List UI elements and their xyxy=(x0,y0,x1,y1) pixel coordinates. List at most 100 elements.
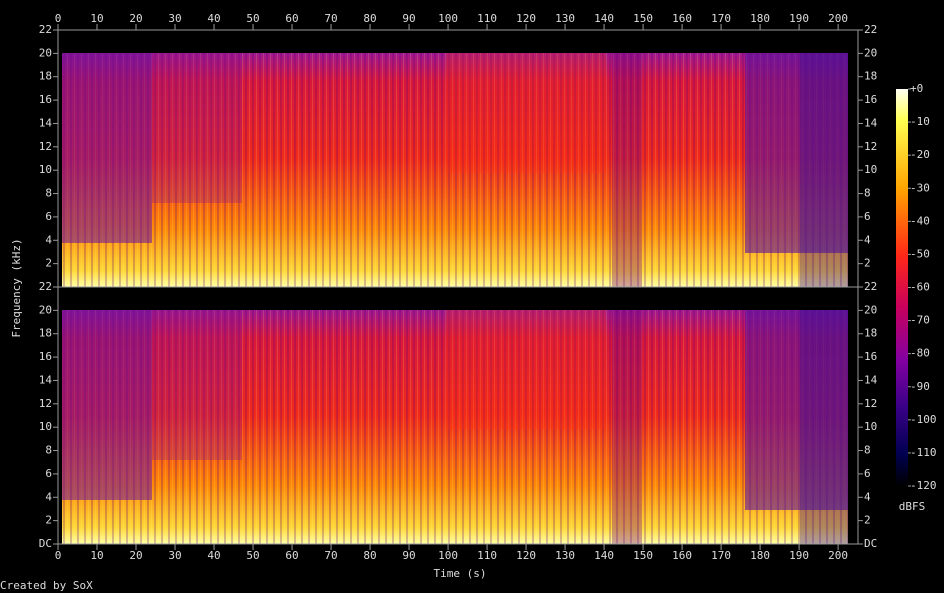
y-tick-label: 6 xyxy=(45,467,52,480)
x-tick-label: 30 xyxy=(168,12,181,25)
y-tick-label: 10 xyxy=(39,163,52,176)
y-tick-label: 8 xyxy=(45,187,52,200)
colorbar-tick-label: -30 xyxy=(910,181,930,194)
y-axis-label: Frequency (kHz) xyxy=(10,238,23,337)
x-tick-label: 80 xyxy=(363,549,376,562)
y-tick-label: 22 xyxy=(39,280,52,293)
y-tick-label: 16 xyxy=(39,350,52,363)
x-tick-label: 20 xyxy=(129,12,142,25)
y-tick-label: 22 xyxy=(864,23,877,36)
x-tick-label: 70 xyxy=(324,549,337,562)
x-tick-label: 140 xyxy=(594,549,614,562)
y-tick-label: 20 xyxy=(864,46,877,59)
y-tick-label: 18 xyxy=(864,327,877,340)
x-tick-label: 50 xyxy=(246,549,259,562)
x-tick-label: 150 xyxy=(633,12,653,25)
x-tick-label: 170 xyxy=(711,549,731,562)
x-tick-label: 70 xyxy=(324,12,337,25)
y-tick-label: 14 xyxy=(864,116,878,129)
y-tick-label: 8 xyxy=(45,444,52,457)
x-tick-label: 0 xyxy=(55,12,62,25)
colorbar-tick-label: -90 xyxy=(910,380,930,393)
y-tick-label: 4 xyxy=(864,233,871,246)
x-axis-label: Time (s) xyxy=(434,567,487,580)
colorbar-tick-label: -120 xyxy=(910,479,937,492)
y-tick-label: 18 xyxy=(864,70,877,83)
y-tick-label: 6 xyxy=(864,467,871,480)
x-tick-label: 140 xyxy=(594,12,614,25)
y-tick-label: 2 xyxy=(864,514,871,527)
y-tick-label: 20 xyxy=(39,303,52,316)
y-tick-label: 12 xyxy=(864,397,877,410)
y-tick-label: 6 xyxy=(864,210,871,223)
y-tick-label: 12 xyxy=(39,397,52,410)
y-tick-label: 20 xyxy=(39,46,52,59)
x-tick-label: 90 xyxy=(402,549,415,562)
colorbar-tick-label: -10 xyxy=(910,115,930,128)
colorbar-tick-label: -100 xyxy=(910,413,937,426)
spectrogram-image xyxy=(58,287,858,544)
x-tick-label: 200 xyxy=(828,12,848,25)
y-tick-label: 4 xyxy=(45,233,52,246)
x-tick-label: 10 xyxy=(90,549,103,562)
x-tick-label: 60 xyxy=(285,12,298,25)
x-tick-label: 120 xyxy=(516,549,536,562)
x-tick-label: 150 xyxy=(633,549,653,562)
y-tick-label: 16 xyxy=(39,93,52,106)
y-tick-label: 16 xyxy=(864,350,877,363)
x-tick-label: 120 xyxy=(516,12,536,25)
x-tick-label: 130 xyxy=(555,549,575,562)
x-tick-label: 30 xyxy=(168,549,181,562)
y-tick-label: 8 xyxy=(864,444,871,457)
colorbar-tick-label: -50 xyxy=(910,247,930,260)
x-tick-label: 60 xyxy=(285,549,298,562)
colorbar-label: dBFS xyxy=(899,500,926,513)
y-tick-label: 4 xyxy=(864,490,871,503)
y-tick-label: 14 xyxy=(864,373,878,386)
colorbar-tick-label: -40 xyxy=(910,214,930,227)
colorbar-tick-label: -80 xyxy=(910,347,930,360)
x-tick-label: 130 xyxy=(555,12,575,25)
y-tick-label: 4 xyxy=(45,490,52,503)
y-tick-label: 12 xyxy=(864,140,877,153)
y-tick-label: 14 xyxy=(39,116,53,129)
x-tick-label: 160 xyxy=(672,12,692,25)
y-tick-label: 22 xyxy=(864,280,877,293)
y-tick-label: 2 xyxy=(864,257,871,270)
x-tick-label: 190 xyxy=(789,12,809,25)
y-tick-label: 16 xyxy=(864,93,877,106)
x-tick-label: 80 xyxy=(363,12,376,25)
x-tick-label: 20 xyxy=(129,549,142,562)
y-tick-label: 18 xyxy=(39,70,52,83)
x-tick-label: 40 xyxy=(207,12,220,25)
y-tick-label: 10 xyxy=(39,420,52,433)
spectrogram-image xyxy=(58,30,858,287)
y-tick-label: 12 xyxy=(39,140,52,153)
y-tick-label: 2 xyxy=(45,514,52,527)
x-tick-label: 90 xyxy=(402,12,415,25)
colorbar xyxy=(896,89,908,486)
x-tick-label: 50 xyxy=(246,12,259,25)
colorbar-tick-label: -20 xyxy=(910,148,930,161)
colorbar-tick-label: +0 xyxy=(910,82,923,95)
credit: Created by SoX xyxy=(0,579,93,592)
x-tick-label: 190 xyxy=(789,549,809,562)
x-tick-label: 200 xyxy=(828,549,848,562)
x-tick-label: 100 xyxy=(438,12,458,25)
y-tick-label: 22 xyxy=(39,23,52,36)
y-tick-label: 2 xyxy=(45,257,52,270)
y-tick-label: 8 xyxy=(864,187,871,200)
x-tick-label: 40 xyxy=(207,549,220,562)
y-tick-label: 20 xyxy=(864,303,877,316)
x-tick-label: 0 xyxy=(55,549,62,562)
colorbar-tick-label: -110 xyxy=(910,446,937,459)
x-tick-label: 180 xyxy=(750,549,770,562)
y-tick-label: 18 xyxy=(39,327,52,340)
x-tick-label: 180 xyxy=(750,12,770,25)
y-tick-label: 10 xyxy=(864,163,877,176)
x-tick-label: 160 xyxy=(672,549,692,562)
x-tick-label: 170 xyxy=(711,12,731,25)
x-tick-label: 110 xyxy=(477,12,497,25)
x-tick-label: 10 xyxy=(90,12,103,25)
